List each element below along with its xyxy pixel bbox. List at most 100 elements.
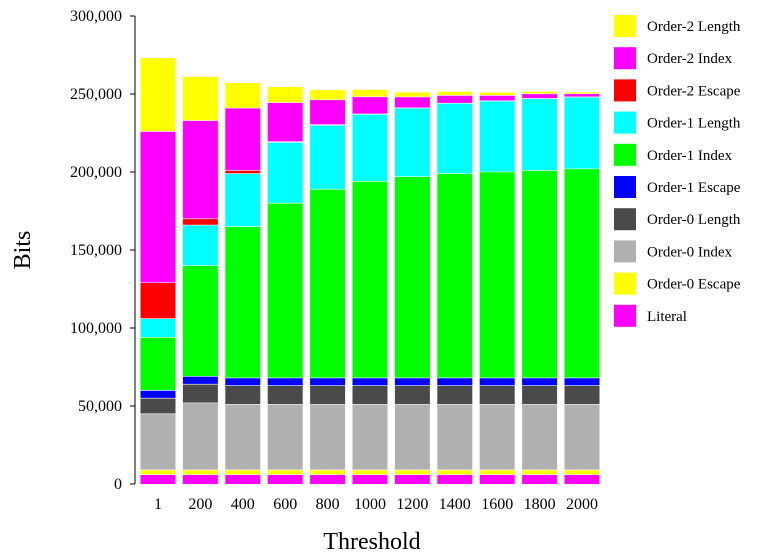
x-tick-label: 400 [231,496,255,513]
bar-order-2-length-1000 [352,89,388,97]
x-tick-label: 1000 [354,496,386,513]
x-tick-label: 1800 [524,496,556,513]
bar-order-2-index-1000 [352,96,388,114]
bar-order-1-escape-2000 [564,377,600,386]
bar-order-1-index-1800 [522,170,558,378]
bar-order-1-length-1200 [394,108,430,177]
bar-order-0-index-2000 [564,404,600,470]
x-tick-label: 1600 [481,496,513,513]
bar-order-2-escape-200 [182,218,218,226]
bar-order-1-length-600 [267,142,303,204]
bar-order-1-escape-1600 [479,377,515,386]
bar-order-1-index-400 [225,226,261,378]
bar-order-2-length-600 [267,86,303,103]
legend-item-order-2-length: Order-2 Length [614,15,741,37]
x-tick-label: 600 [273,496,297,513]
bar-order-1-length-1 [140,318,176,338]
bar-order-2-index-1 [140,131,176,283]
legend-swatch [614,176,636,198]
y-tick-labels: 0 50,000 100,000 150,000 200,000 250,000 300,0… [70,8,135,493]
bar-order-0-escape-1600 [479,469,515,475]
bar-literal-800 [310,474,346,484]
legend-item-order-1-length: Order-1 Length [614,111,741,134]
y-tick-label: 150,000 [70,242,122,259]
bar-order-1-escape-200 [182,376,218,385]
legend-item-order-1-index: Order-1 Index [614,143,733,166]
bar-order-0-escape-1800 [522,469,558,475]
bar-order-2-index-400 [225,108,261,171]
bar-order-0-length-2000 [564,385,600,405]
bar-literal-2000 [564,474,600,484]
bar-literal-200 [182,474,218,484]
bar-order-1-escape-1800 [522,377,558,386]
legend-swatch [614,304,636,327]
legend-item-order-0-length: Order-0 Length [614,208,741,231]
bar-order-2-length-1600 [479,92,515,96]
bar-order-0-index-1000 [352,404,388,470]
legend-label: Order-0 Index [647,244,733,260]
bar-order-2-index-1600 [479,95,515,101]
bar-order-1-length-400 [225,173,261,227]
legend-swatch [614,79,636,102]
bar-order-1-index-800 [310,189,346,378]
bar-order-1-escape-600 [267,377,303,386]
bar-order-0-escape-1200 [394,469,430,475]
legend-swatch [614,111,636,134]
bar-literal-1600 [479,474,515,484]
bar-order-1-length-1000 [352,114,388,182]
legend-label: Order-2 Index [647,51,733,67]
bar-order-0-length-1 [140,398,176,414]
x-tick-label: 200 [188,496,212,513]
y-tick-label: 0 [114,476,122,493]
bar-order-2-length-2000 [564,92,600,94]
bar-order-0-length-800 [310,385,346,405]
bar-order-1-index-1400 [437,173,473,378]
legend-swatch [614,240,636,263]
bar-order-1-index-1600 [479,172,515,378]
bar-order-2-length-200 [182,76,218,121]
bar-order-0-index-400 [225,404,261,470]
bar-order-1-escape-400 [225,377,261,386]
bar-order-2-length-800 [310,90,346,100]
bar-order-1-length-1800 [522,98,558,171]
bar-order-0-escape-400 [225,469,261,475]
legend-item-order-2-escape: Order-2 Escape [614,79,741,102]
y-tick-label: 50,000 [78,398,122,415]
bar-order-0-index-1400 [437,404,473,470]
bar-order-2-length-1800 [522,91,558,94]
y-tick-label: 300,000 [70,8,122,25]
bar-order-0-length-1600 [479,385,515,405]
bar-order-2-index-1200 [394,96,430,108]
bar-order-0-index-1200 [394,404,430,470]
bar-order-2-index-1400 [437,95,473,104]
bar-order-0-index-1800 [522,404,558,470]
bar-order-0-escape-1400 [437,469,473,475]
bar-literal-1800 [522,474,558,484]
bar-order-2-length-400 [225,83,261,109]
bar-order-1-index-600 [267,203,303,378]
legend-label: Order-1 Length [647,116,741,132]
bar-order-2-length-1 [140,58,176,132]
bar-order-1-index-2000 [564,168,600,378]
bar-order-1-length-800 [310,125,346,190]
legend-swatch [614,208,636,231]
bar-order-0-length-1200 [394,385,430,405]
bar-order-0-length-1800 [522,385,558,405]
bar-order-0-index-800 [310,404,346,470]
x-tick-label: 1200 [396,496,428,513]
bar-order-1-length-1600 [479,101,515,172]
bar-order-1-length-200 [182,225,218,266]
bar-order-0-index-200 [182,402,218,470]
legend-label: Order-2 Length [647,19,741,35]
bar-order-2-escape-1 [140,282,176,319]
plot-area [140,58,600,484]
bar-order-0-index-600 [267,404,303,470]
bar-order-1-escape-1000 [352,377,388,386]
bar-order-0-length-1000 [352,385,388,405]
bar-order-1-escape-1400 [437,377,473,386]
bar-order-0-index-1 [140,413,176,470]
x-tick-label: 2000 [566,496,598,513]
bar-order-1-index-1000 [352,181,388,378]
bar-literal-1400 [437,474,473,484]
bar-order-2-index-200 [182,120,218,219]
